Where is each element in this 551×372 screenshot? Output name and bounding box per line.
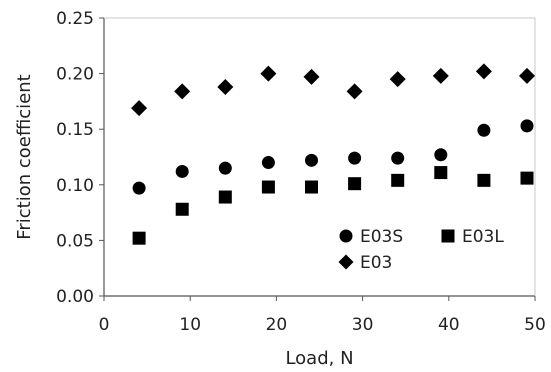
point-e03 xyxy=(303,68,320,85)
plot-frame xyxy=(103,17,536,297)
y-axis-ticks: 0.00 0.05 0.10 0.15 0.20 0.25 xyxy=(56,9,104,307)
series-e03l xyxy=(132,166,534,245)
point-e03l xyxy=(175,202,189,216)
legend: E03S E03L E03 xyxy=(338,227,504,273)
legend-marker-e03l xyxy=(441,229,455,243)
x-axis-label: Load, N xyxy=(285,348,353,369)
data-points xyxy=(131,63,535,245)
x-tick-label: 20 xyxy=(266,315,288,335)
y-tick-label: 0.00 xyxy=(56,287,94,307)
point-e03s xyxy=(218,161,232,175)
legend-marker-e03s xyxy=(339,229,353,243)
legend-item-e03s: E03S xyxy=(339,227,403,247)
point-e03l xyxy=(218,190,232,204)
point-e03s xyxy=(175,164,189,178)
legend-label-e03l: E03L xyxy=(462,227,504,247)
point-e03l xyxy=(348,177,362,191)
point-e03s xyxy=(348,151,362,165)
point-e03s xyxy=(132,181,146,195)
legend-item-e03l: E03L xyxy=(441,227,504,247)
point-e03s xyxy=(391,151,405,165)
legend-marker-e03 xyxy=(338,254,354,270)
point-e03 xyxy=(217,78,234,95)
x-tick-label: 0 xyxy=(99,315,110,335)
point-e03 xyxy=(432,67,449,84)
point-e03 xyxy=(519,67,535,84)
point-e03s xyxy=(477,123,491,137)
point-e03 xyxy=(389,71,406,88)
point-e03 xyxy=(260,65,277,82)
point-e03s xyxy=(305,153,318,167)
point-e03s xyxy=(434,148,448,162)
y-tick-label: 0.25 xyxy=(56,9,94,29)
point-e03 xyxy=(174,83,191,100)
series-e03s xyxy=(132,119,534,195)
x-tick-label: 50 xyxy=(524,315,546,335)
point-e03 xyxy=(475,63,492,80)
point-e03l xyxy=(434,166,448,180)
point-e03l xyxy=(391,173,405,187)
x-tick-label: 40 xyxy=(438,315,460,335)
x-axis-ticks: 0 10 20 30 40 50 xyxy=(99,296,546,335)
point-e03s xyxy=(520,119,534,133)
point-e03s xyxy=(261,156,275,170)
point-e03l xyxy=(132,231,146,245)
y-tick-label: 0.20 xyxy=(56,65,94,85)
y-tick-label: 0.05 xyxy=(56,231,94,251)
y-tick-label: 0.10 xyxy=(56,176,94,196)
point-e03l xyxy=(520,171,534,185)
y-axis-label: Friction coefficient xyxy=(14,74,35,239)
legend-label-e03s: E03S xyxy=(360,227,403,247)
x-tick-label: 10 xyxy=(179,315,201,335)
y-tick-label: 0.15 xyxy=(56,120,94,140)
series-e03 xyxy=(131,63,535,117)
legend-item-e03: E03 xyxy=(338,253,392,273)
point-e03l xyxy=(477,173,491,187)
point-e03l xyxy=(305,180,318,194)
point-e03 xyxy=(131,100,148,117)
legend-label-e03: E03 xyxy=(360,253,392,273)
point-e03l xyxy=(261,180,275,194)
x-tick-label: 30 xyxy=(352,315,374,335)
point-e03 xyxy=(346,83,363,100)
